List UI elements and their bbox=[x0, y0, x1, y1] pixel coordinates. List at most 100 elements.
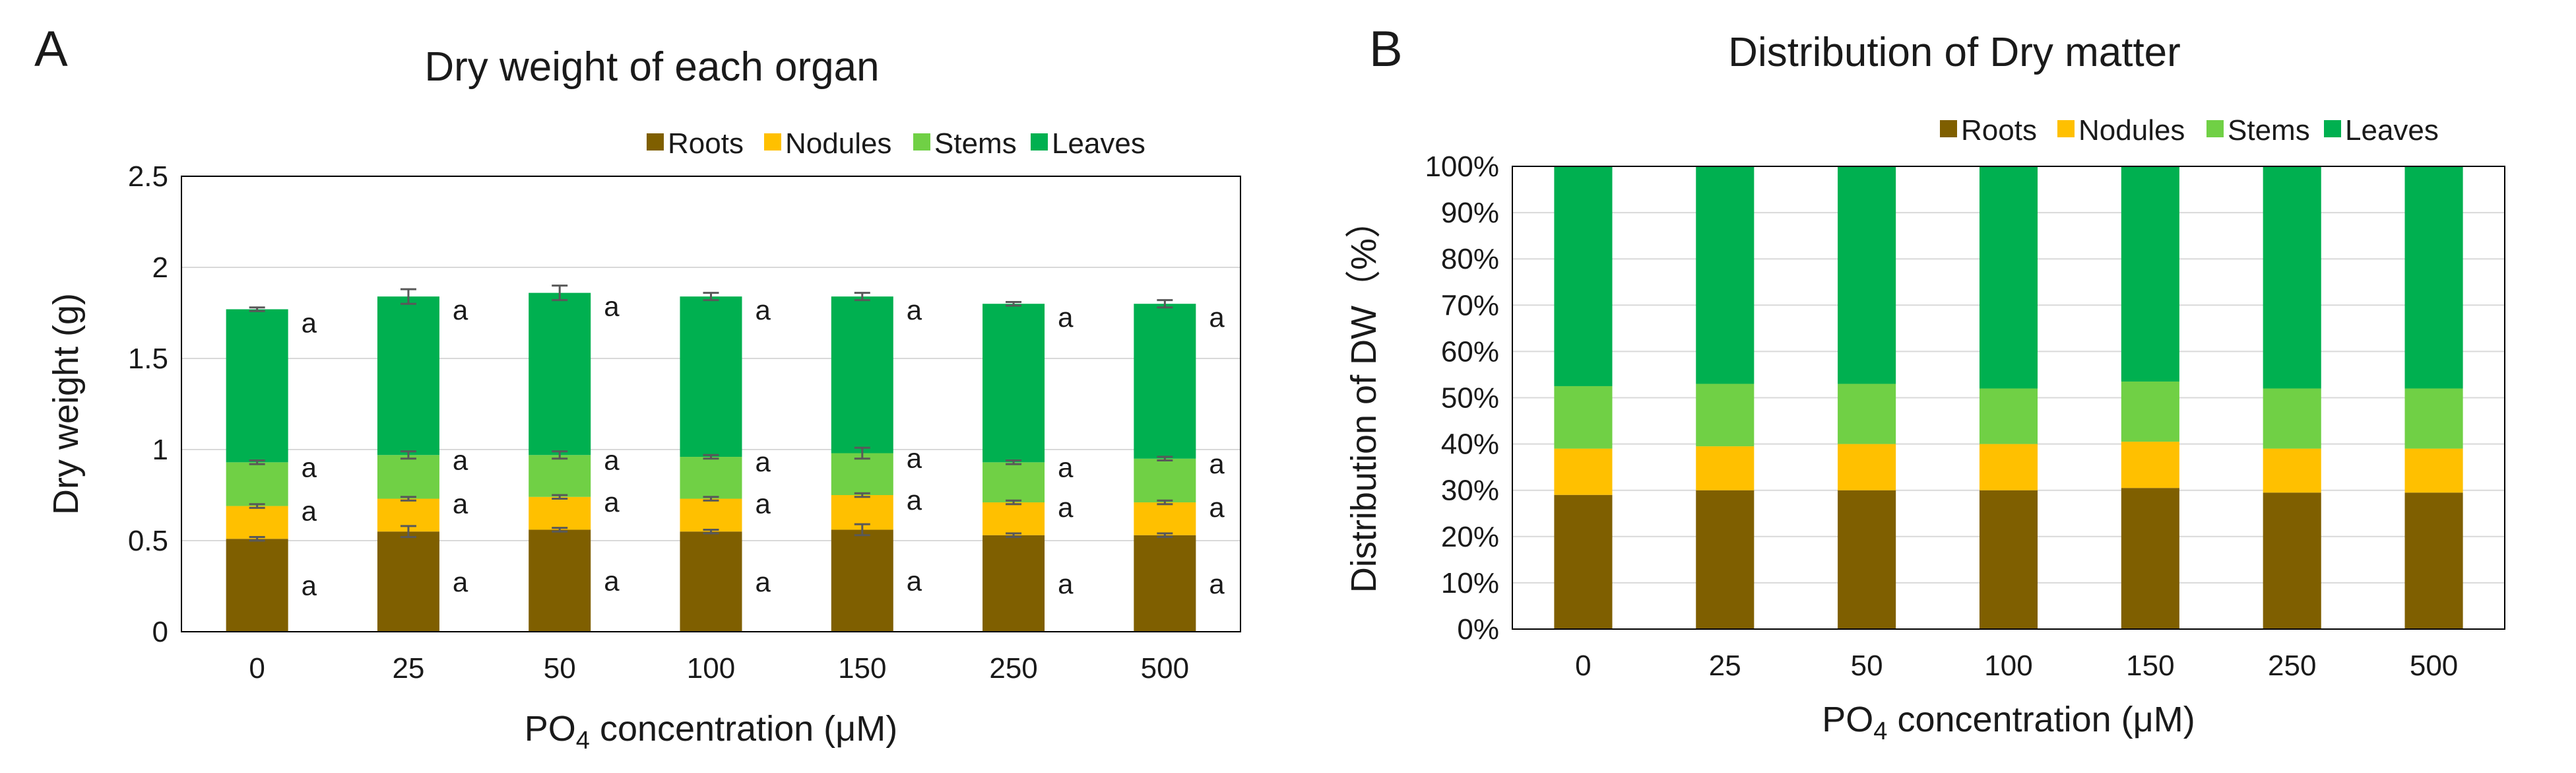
bar-stems-150 bbox=[2121, 381, 2179, 442]
y-tick-label: 20% bbox=[1441, 521, 1499, 553]
y-tick-label: 50% bbox=[1441, 382, 1499, 415]
y-tick-label: 1 bbox=[152, 434, 168, 466]
bar-stems-250 bbox=[2263, 388, 2321, 449]
bar-nodules-0 bbox=[1554, 448, 1613, 495]
bar-stems-150 bbox=[831, 453, 893, 495]
bar-leaves-50 bbox=[1838, 166, 1896, 384]
significance-letter-roots-250: a bbox=[1058, 568, 1074, 599]
significance-letter-roots-150: a bbox=[907, 566, 922, 597]
x-tick-label: 150 bbox=[838, 652, 886, 685]
panel-b-letter: B bbox=[1369, 21, 1403, 77]
error-bar-roots-250 bbox=[1006, 532, 1022, 538]
x-tick-label: 0 bbox=[1575, 650, 1591, 682]
significance-letter-stems-25: a bbox=[453, 444, 468, 475]
significance-letter-stems-0: a bbox=[302, 452, 317, 483]
significance-letter-roots-0: a bbox=[302, 570, 317, 601]
bar-roots-0 bbox=[226, 539, 288, 632]
error-bar-roots-25 bbox=[400, 525, 416, 538]
error-bar-roots-150 bbox=[854, 523, 870, 537]
y-tick-label: 0% bbox=[1457, 613, 1499, 646]
error-bar-stems-0 bbox=[249, 459, 265, 465]
significance-letter-nodules-25: a bbox=[453, 488, 468, 520]
bar-roots-150 bbox=[2121, 488, 2179, 629]
bar-stems-0 bbox=[1554, 386, 1613, 449]
x-tick-label: 50 bbox=[544, 652, 576, 685]
bar-nodules-0 bbox=[226, 506, 288, 539]
error-bar-nodules-50 bbox=[552, 494, 568, 500]
error-bar-stems-150 bbox=[854, 446, 870, 460]
significance-letter-roots-25: a bbox=[453, 566, 468, 597]
error-bar-leaves-100 bbox=[703, 292, 719, 302]
y-tick-label: 0 bbox=[152, 616, 168, 648]
y-tick-label: 30% bbox=[1441, 475, 1499, 507]
bar-roots-50 bbox=[529, 529, 591, 632]
y-tick-label: 40% bbox=[1441, 428, 1499, 461]
y-tick-label: 100% bbox=[1425, 151, 1499, 183]
bar-nodules-250 bbox=[982, 502, 1045, 535]
y-axis-label: Distribution of DW（%） bbox=[1344, 203, 1384, 593]
y-tick-label: 0.5 bbox=[128, 525, 168, 557]
bar-stems-25 bbox=[1696, 384, 1755, 447]
bar-nodules-500 bbox=[1134, 502, 1196, 535]
bar-roots-50 bbox=[1838, 490, 1896, 629]
bar-stems-50 bbox=[529, 455, 591, 497]
error-bar-roots-0 bbox=[249, 535, 265, 542]
bar-roots-250 bbox=[982, 535, 1045, 632]
y-axis-label: Dry weight (g) bbox=[46, 293, 86, 515]
x-axis-label: PO4 concentration (μM) bbox=[1822, 700, 2195, 745]
panel-a-dry-weight-chart: A Dry weight of each organ Roots Nodules St… bbox=[34, 21, 1241, 755]
significance-letter-stems-150: a bbox=[907, 443, 922, 474]
significance-letter-nodules-0: a bbox=[302, 496, 317, 527]
x-tick-label: 150 bbox=[2126, 650, 2174, 682]
error-bar-nodules-0 bbox=[249, 503, 265, 509]
error-bar-nodules-250 bbox=[1006, 499, 1022, 506]
bar-leaves-150 bbox=[2121, 166, 2179, 382]
significance-letter-nodules-100: a bbox=[756, 488, 771, 520]
bar-leaves-100 bbox=[680, 296, 742, 457]
bar-leaves-25 bbox=[377, 296, 439, 455]
bar-roots-500 bbox=[1134, 535, 1196, 632]
x-tick-label: 500 bbox=[2410, 650, 2458, 682]
x-tick-label: 250 bbox=[989, 652, 1037, 685]
bar-leaves-50 bbox=[529, 292, 591, 455]
panel-a-letter: A bbox=[34, 21, 68, 77]
legend-swatch-stems bbox=[913, 133, 930, 151]
bar-leaves-25 bbox=[1696, 166, 1755, 384]
significance-letter-leaves-500: a bbox=[1209, 302, 1225, 333]
significance-letter-leaves-0: a bbox=[302, 307, 317, 338]
legend-label-roots: Roots bbox=[668, 127, 744, 160]
error-bar-leaves-0 bbox=[249, 306, 265, 312]
legend-item-roots: Roots bbox=[1940, 114, 2037, 147]
significance-letter-stems-50: a bbox=[604, 444, 620, 475]
y-tick-label: 1.5 bbox=[128, 343, 168, 375]
legend-label-roots: Roots bbox=[1961, 114, 2037, 147]
bar-roots-25 bbox=[377, 531, 439, 632]
legend-swatch-roots bbox=[647, 133, 664, 151]
plot-frame bbox=[181, 176, 1241, 632]
significance-letter-stems-100: a bbox=[756, 446, 771, 477]
legend-item-stems: Stems bbox=[2206, 114, 2310, 147]
bar-leaves-500 bbox=[2404, 166, 2463, 389]
legend-label-leaves: Leaves bbox=[1052, 127, 1145, 160]
x-tick-label: 100 bbox=[1984, 650, 2032, 682]
bar-nodules-250 bbox=[2263, 448, 2321, 493]
legend-swatch-nodules bbox=[2057, 120, 2075, 137]
x-tick-label: 250 bbox=[2268, 650, 2316, 682]
error-bar-stems-100 bbox=[703, 454, 719, 460]
significance-letter-leaves-150: a bbox=[907, 294, 922, 325]
y-tick-label: 2 bbox=[152, 252, 168, 284]
error-bar-leaves-500 bbox=[1157, 299, 1173, 309]
y-tick-label: 80% bbox=[1441, 243, 1499, 275]
error-bar-leaves-25 bbox=[400, 288, 416, 305]
legend-item-nodules: Nodules bbox=[764, 127, 891, 160]
error-bar-nodules-25 bbox=[400, 496, 416, 502]
error-bar-stems-250 bbox=[1006, 459, 1022, 465]
significance-letter-roots-50: a bbox=[604, 566, 620, 597]
bar-stems-50 bbox=[1838, 384, 1896, 444]
error-bar-roots-500 bbox=[1157, 532, 1173, 538]
significance-letter-nodules-50: a bbox=[604, 487, 620, 518]
legend-label-stems: Stems bbox=[2228, 114, 2310, 147]
bar-stems-100 bbox=[680, 457, 742, 499]
y-tick-label: 2.5 bbox=[128, 160, 168, 193]
x-tick-label: 50 bbox=[1851, 650, 1883, 682]
